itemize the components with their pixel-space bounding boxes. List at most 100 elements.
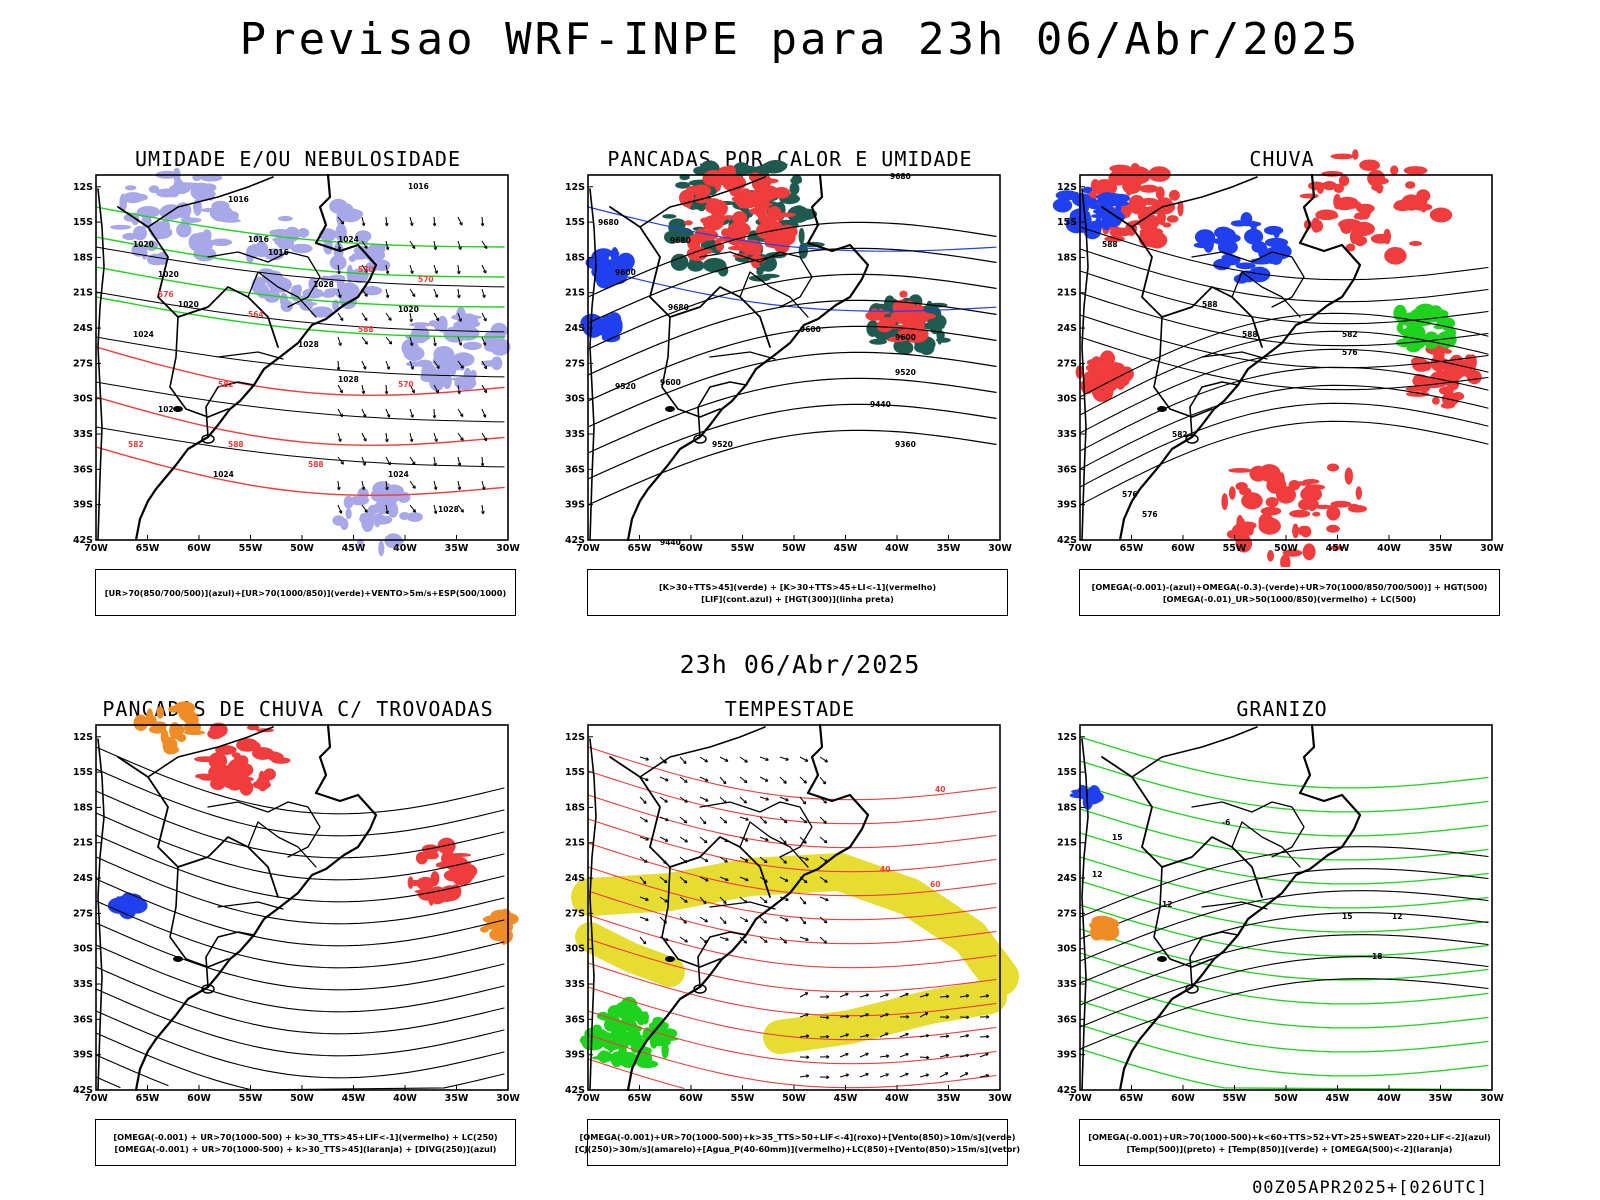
wind-vector-head [339,413,343,418]
wind-vector-head [925,993,929,997]
wind-vector [659,896,668,903]
wind-vector-head [386,414,391,418]
contour-label: 1016 [228,195,249,204]
contour-label: 9600 [800,325,821,334]
country-border [147,726,274,778]
k-tts-green-area [702,257,727,273]
precip-water-red-contour [587,1034,997,1089]
wind-vector-head [885,1013,889,1017]
lif-blue-area [595,248,612,256]
wind-vector-layer [336,216,488,515]
lif-blue-contour [587,206,997,252]
omega-red-area [1124,208,1131,218]
omega-blue-area [1263,225,1284,235]
lon-label: 60W [679,543,703,554]
thunder-red-area [407,876,414,889]
contour-label: 1024 [213,470,234,479]
rain-fill [1052,149,1482,567]
lon-label: 30W [1480,1093,1504,1104]
contour-label: 588 [1202,300,1218,309]
wind-vector [719,936,729,941]
lat-label: 15S [565,767,585,778]
omega-red-area [1405,181,1416,189]
wind-vector-head [924,1012,929,1016]
wind-vector-head [364,509,368,513]
wind-vector [779,796,789,802]
wind-vector-head [684,779,688,783]
wind-vector-head [823,919,828,924]
wind-vector-head [458,318,462,322]
omega-red-area [1344,467,1353,485]
wind-vector [819,816,827,824]
omega-red-area [1116,363,1125,374]
wind850-green-area [661,1038,671,1046]
wind-vector-head [336,486,341,491]
wind-vector [899,1073,909,1078]
contour-label: 9440 [660,538,681,547]
omega-red-area [1129,195,1145,210]
humidity-blue-area [432,354,452,368]
lon-label: 70W [1068,543,1092,554]
lat-label: 27S [565,908,585,919]
wind-vector [919,1034,929,1038]
lat-label: 39S [1057,1050,1077,1061]
wind-vector [759,756,769,761]
precip-water-red-contour [587,938,997,993]
wind-vector [779,816,788,824]
country-border [661,866,721,968]
humidity-green-contour [95,206,505,248]
wind-vector [779,856,787,864]
omega-red-area [1104,235,1125,242]
wind-vector-head [644,859,648,863]
omega-red-area [1162,222,1172,228]
contour-label: 1016 [408,182,429,191]
lif-blue-area [596,276,615,289]
wind-vector-head [745,817,749,821]
wind-vector [719,816,728,824]
contour-label: 588 [228,440,244,449]
wind-vector-head [865,1033,870,1038]
temp500-contour-layer [1079,846,1489,1050]
omega-red-area [1464,371,1472,378]
temp850-green-contour [1079,808,1489,861]
wind-vector [799,1075,809,1078]
wind-vector-head [458,342,463,346]
thunder-red-area [416,876,435,891]
wind-vector-head [385,438,389,443]
contour-label: 1028 [438,505,459,514]
wind-vector [385,288,389,298]
omega-red-area [1440,402,1455,409]
country-border [117,206,279,348]
omega-red-area [1384,247,1407,265]
humidity-blue-area [254,241,269,258]
lat-label: 12S [73,182,93,193]
state-border [739,271,809,318]
k-tts-li-red-area [687,234,701,251]
state-border [247,821,317,868]
lat-label: 24S [1057,323,1077,334]
pressure-contour [95,336,505,378]
wind-vector [779,936,787,944]
omega-red-area [1093,179,1117,197]
k-tts-li-red-area [772,187,791,199]
lat-label: 15S [565,217,585,228]
panel-tempestade: TEMPESTADE 12S 15S 18S 21S 24S 27S 30S 33S 36S 39… [550,697,1030,1167]
k-tts-li-red-area [899,290,908,298]
omega-red-area [1416,189,1431,203]
state-border [207,251,321,308]
wind-vector-head [460,509,464,513]
wind-vector-head [409,438,414,443]
humidity-blue-area [345,508,352,520]
wind-vector [385,312,392,321]
wind-vector-head [743,940,748,944]
wind-vector-head [966,1015,970,1020]
contour-label: 582 [1342,330,1358,339]
humidity-blue-area [193,187,206,199]
omega-red-area [1432,396,1440,405]
wind-vector-head [764,939,768,943]
lat-label: 42S [565,1085,585,1096]
contour-label: -6 [1222,818,1230,827]
wind-vector [959,1054,969,1058]
wind-vector-head [885,1032,889,1036]
wind-vector [699,776,709,782]
